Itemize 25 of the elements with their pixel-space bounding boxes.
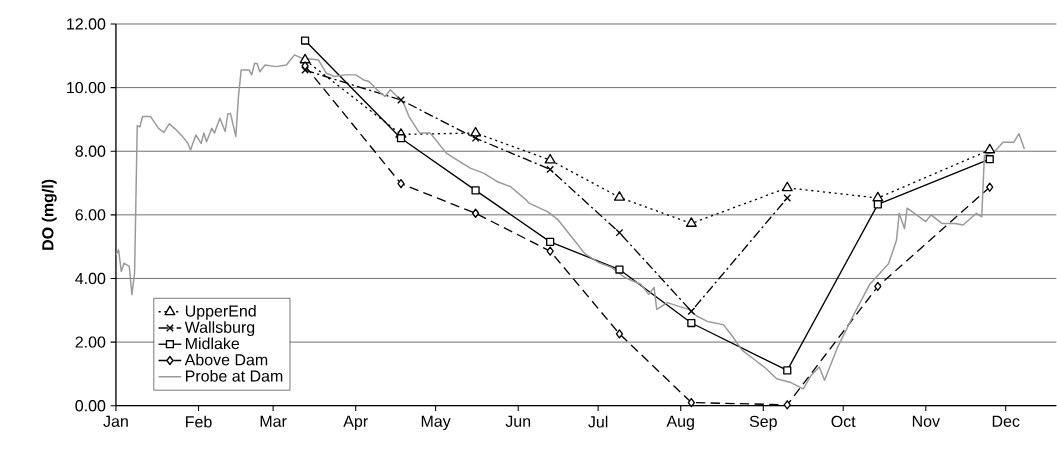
x-tick-label: Mar [260, 415, 287, 428]
y-tick-label: 0.00 [75, 400, 106, 412]
x-tick-label: Feb [186, 415, 212, 428]
x-tick-label: Nov [912, 415, 940, 428]
y-tick-label: 10.00 [67, 82, 106, 94]
x-tick-label: Apr [343, 415, 368, 431]
y-tick-label: 6.00 [75, 209, 106, 221]
x-tick-label: Jan [103, 415, 128, 428]
x-tick-label: Oct [831, 415, 856, 428]
x-tick-label: Aug [666, 415, 694, 431]
legend-label: UpperEnd [185, 305, 256, 320]
legend-label: Above Dam [184, 353, 268, 366]
y-tick-label: 4.00 [75, 272, 106, 285]
x-tick-label: Jun [505, 415, 531, 428]
y-tick-label: 12.00 [67, 18, 106, 30]
legend-label: Midlake [186, 337, 240, 350]
y-axis-title: DO (mg/l) [41, 179, 57, 250]
legend-label: Wallsburg [184, 321, 255, 337]
y-tick-label: 8.00 [75, 145, 106, 158]
x-tick-label: Dec [992, 415, 1020, 428]
x-tick-label: Jul [588, 415, 608, 428]
legend-label: Probe at Dam [186, 370, 283, 382]
y-tick-label: 2.00 [75, 336, 106, 348]
x-tick-label: Sep [749, 415, 777, 431]
x-tick-label: May [421, 415, 451, 431]
